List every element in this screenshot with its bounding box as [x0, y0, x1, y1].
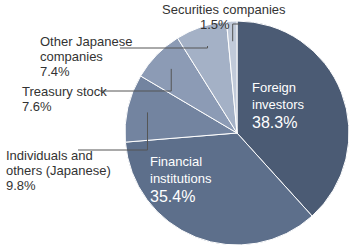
svg-text:35.4%: 35.4%: [150, 188, 195, 205]
svg-text:Treasury stock: Treasury stock: [22, 84, 107, 99]
svg-text:Financial: Financial: [150, 154, 202, 169]
svg-text:investors: investors: [252, 97, 305, 112]
svg-text:others (Japanese): others (Japanese): [8, 163, 111, 178]
svg-text:Foreign: Foreign: [252, 80, 296, 95]
svg-text:institutions: institutions: [150, 171, 212, 186]
svg-text:9.8%: 9.8%: [8, 178, 36, 193]
svg-text:Other Japanese: Other Japanese: [40, 34, 133, 49]
svg-text:Individuals and: Individuals and: [8, 148, 93, 163]
svg-text:Securities companies: Securities companies: [162, 2, 286, 17]
svg-text:7.4%: 7.4%: [40, 64, 70, 79]
svg-text:38.3%: 38.3%: [252, 114, 297, 131]
svg-text:companies: companies: [40, 49, 103, 64]
svg-text:1.5%: 1.5%: [200, 17, 230, 32]
svg-text:7.6%: 7.6%: [22, 99, 52, 114]
